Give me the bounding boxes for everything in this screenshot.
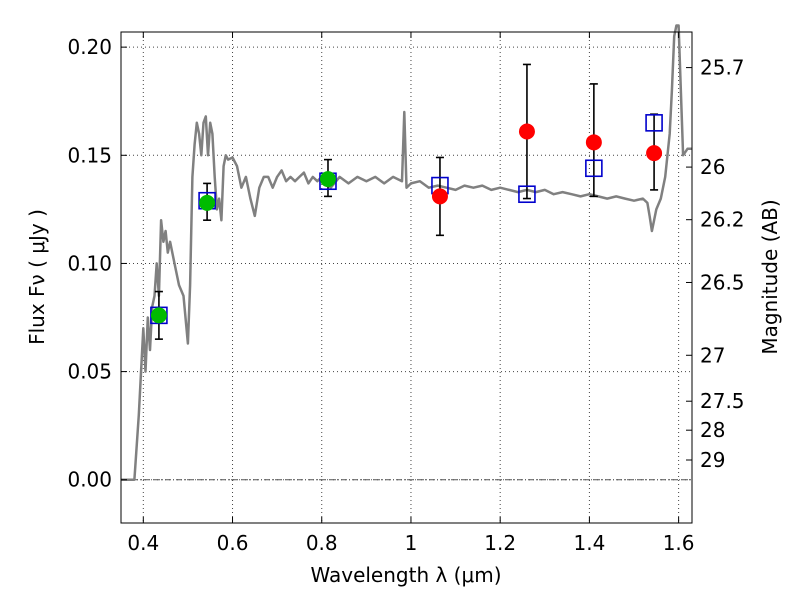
mag-tick-label: 26.2 bbox=[700, 208, 745, 232]
x-axis-title: Wavelength λ (μm) bbox=[310, 563, 501, 587]
mag-tick-label: 26.5 bbox=[700, 270, 745, 294]
green-data-point bbox=[320, 172, 335, 187]
mag-tick-label: 25.7 bbox=[700, 56, 745, 80]
mag-tick-label: 27 bbox=[700, 343, 725, 367]
y-tick-label: 0.10 bbox=[67, 251, 112, 275]
y-tick-label: 0.20 bbox=[67, 35, 112, 59]
x-tick-label: 0.4 bbox=[127, 531, 159, 555]
flux-wavelength-chart: 0.4 0.6 0.8 1 1.2 1.4 1.6 0.00 0.05 0.10 0.15 0.20 2… bbox=[0, 0, 800, 600]
y-tick-label: 0.00 bbox=[67, 468, 112, 492]
red-data-point bbox=[586, 135, 601, 150]
y-tick-label: 0.15 bbox=[67, 143, 112, 167]
x-tick-label: 1.6 bbox=[663, 531, 695, 555]
x-tick-label: 0.6 bbox=[217, 531, 249, 555]
x-tick-label: 1 bbox=[405, 531, 418, 555]
mag-tick-label: 27.5 bbox=[700, 389, 745, 413]
x-tick-label: 1.4 bbox=[573, 531, 605, 555]
green-data-point bbox=[151, 308, 166, 323]
red-data-point bbox=[647, 146, 662, 161]
x-tick-label: 1.2 bbox=[484, 531, 516, 555]
mag-tick-label: 26 bbox=[700, 155, 725, 179]
mag-tick-label: 28 bbox=[700, 418, 725, 442]
y2-axis-title: Magnitude (AB) bbox=[758, 199, 782, 354]
green-data-point bbox=[200, 195, 215, 210]
red-data-point bbox=[519, 124, 534, 139]
red-data-point bbox=[432, 189, 447, 204]
y-axis-title: Flux Fν ( μJy ) bbox=[25, 209, 49, 345]
y-tick-label: 0.05 bbox=[67, 360, 112, 384]
x-tick-label: 0.8 bbox=[306, 531, 338, 555]
mag-tick-label: 29 bbox=[700, 448, 725, 472]
